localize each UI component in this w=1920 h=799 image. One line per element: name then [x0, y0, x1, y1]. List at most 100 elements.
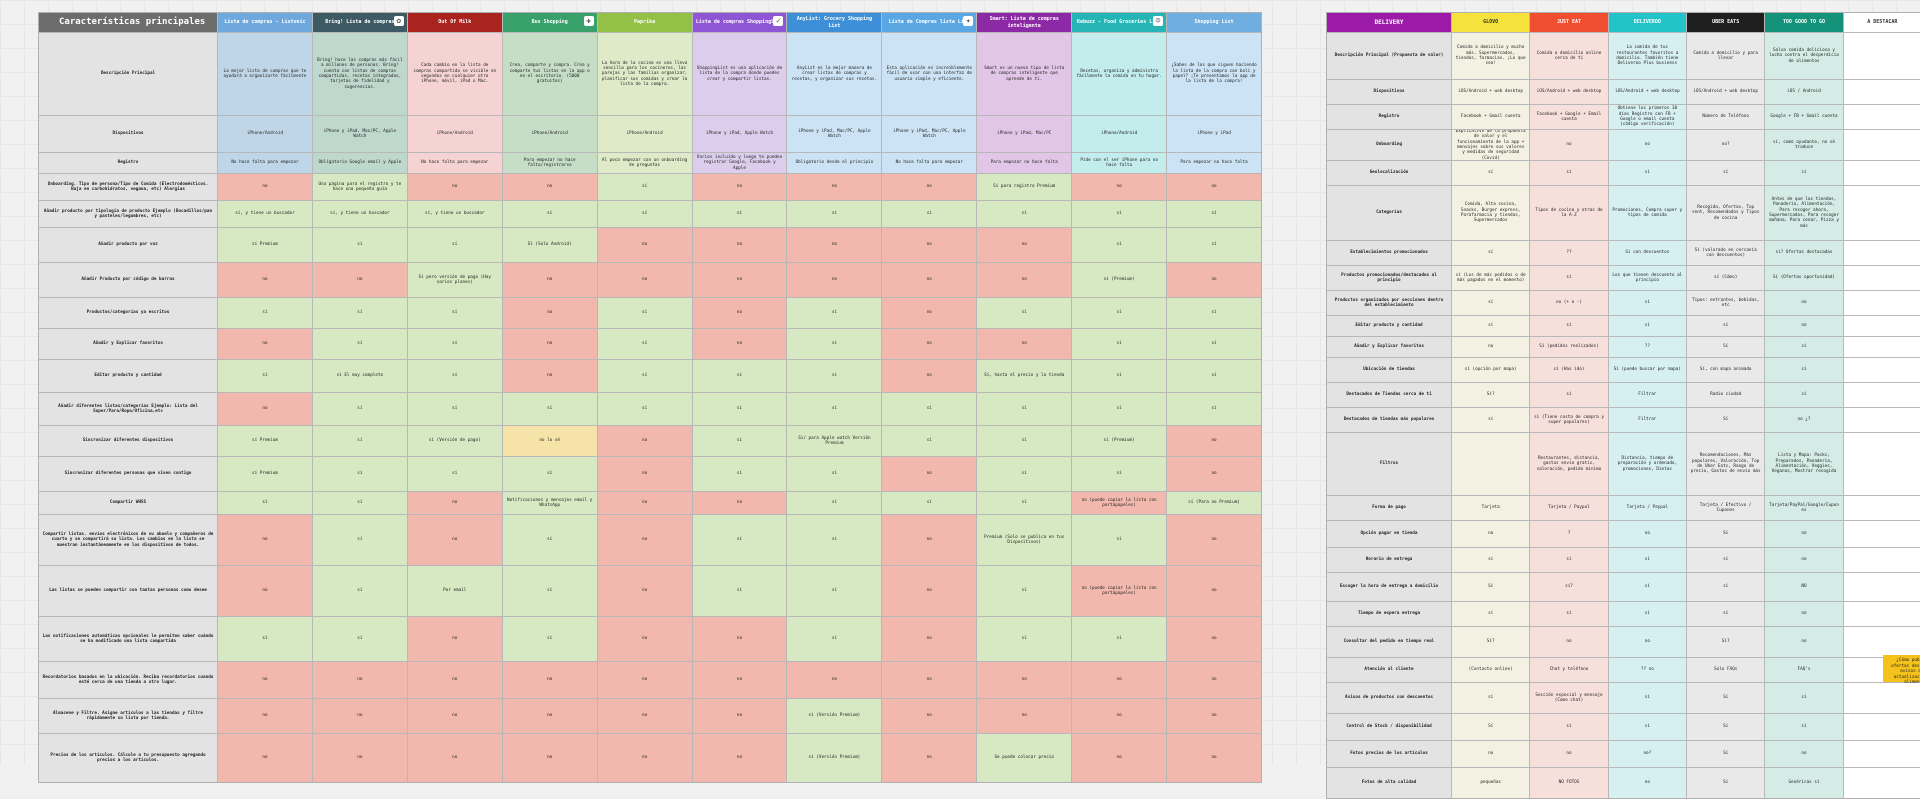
- table-cell: [1452, 433, 1530, 495]
- table-cell: [1843, 383, 1920, 407]
- table-cell: sí: [502, 393, 597, 425]
- table-cell: no: [502, 662, 597, 698]
- table-cell: iOS / Android: [1765, 80, 1843, 104]
- table-cell: no: [502, 734, 597, 782]
- table-cell: sí: [1687, 161, 1765, 185]
- table-cell: Se puede colocar precio: [977, 734, 1072, 782]
- app-header-5[interactable]: Paprika: [597, 13, 692, 32]
- delivery-app-header-3[interactable]: DELIVEROO: [1608, 13, 1686, 32]
- table-cell: sí: [787, 457, 882, 491]
- table-cell: Antes de que las tiendas, Panadería, Ali…: [1765, 186, 1843, 240]
- delivery-app-header-1[interactable]: GLOVO: [1452, 13, 1530, 32]
- row-label: Añadir y Explicar favoritos: [39, 329, 217, 359]
- app-header-2[interactable]: Bring! Lista de compras ✿: [312, 13, 407, 32]
- table-cell: Esta aplicación es increíblemente fácil …: [882, 33, 977, 115]
- row-label: Establecimientos promocionados: [1327, 241, 1451, 265]
- table-cell: sí: [312, 228, 407, 262]
- table-cell: Sí?: [1452, 627, 1530, 657]
- table-cell: no: [312, 263, 407, 297]
- table-cell: iPhone y iPad, Mac/PC: [977, 116, 1072, 152]
- comparison-table-main: Características principales Lista de comp…: [38, 12, 1262, 783]
- row-label: Añadir Producto por código de barras: [39, 263, 217, 297]
- table-cell: Chat y teléfono: [1530, 658, 1608, 682]
- table-cell: no: [218, 662, 312, 698]
- table-cell: Para empezar no hace falta: [977, 153, 1072, 173]
- table-cell: sí (Los de más pedidos o de más pagados …: [1452, 266, 1530, 290]
- table-cell: iOS/Android + web desktop: [1452, 80, 1530, 104]
- row-label: Control de Stock / disponibilidad: [1327, 714, 1451, 740]
- table-cell: no: [407, 734, 502, 782]
- table-cell: no: [692, 263, 787, 297]
- table-cell: sí: [1608, 548, 1686, 572]
- row-label: Fotos precios de los artículos: [1327, 741, 1451, 767]
- table-cell: Sí: [1687, 683, 1765, 713]
- table-cell: Filtrar: [1608, 408, 1686, 432]
- app-header-10[interactable]: Kebuzz - Food Groceries List ☺: [1072, 13, 1167, 32]
- delivery-app-header-5[interactable]: TOO GOOD TO GO: [1765, 13, 1843, 32]
- table-cell: Sí, hasta el precio y la tienda: [977, 360, 1072, 392]
- app-header-9[interactable]: Smart: Lista de compras inteligente: [977, 13, 1072, 32]
- sticky-note[interactable]: ¿Cómo publicamos ofertas descuentos y av…: [1883, 655, 1920, 685]
- app-header-1[interactable]: Lista de compras - Listonic: [218, 13, 312, 32]
- table-cell: sí: [977, 201, 1072, 227]
- row-label: Descripción Principal: [39, 33, 217, 115]
- app-header-11[interactable]: Shopping List: [1167, 13, 1261, 32]
- table-cell: sí: [787, 298, 882, 328]
- table-cell: no: [1167, 263, 1261, 297]
- table-cell: no: [1072, 734, 1167, 782]
- table-cell: Comida a domicilio y mucho más. Supermer…: [1452, 33, 1530, 79]
- table-cell: sí: [1608, 161, 1686, 185]
- app-header-4[interactable]: Bus Shopping ✚: [502, 13, 597, 32]
- table-cell: no: [692, 662, 787, 698]
- table-cell: sí: [692, 360, 787, 392]
- row-label: Categorías: [1327, 186, 1451, 240]
- row-label: Destacados de tiendas más populares: [1327, 408, 1451, 432]
- table-cell: no: [597, 228, 692, 262]
- row-label: Productos organizados por secciones dent…: [1327, 291, 1451, 315]
- table-cell: sí: [1687, 316, 1765, 336]
- table-cell: Solo FAQs: [1687, 658, 1765, 682]
- table-cell: Tipos de cocina y otras de la A-Z: [1530, 186, 1608, 240]
- table-cell: sí: [1167, 329, 1261, 359]
- table-cell: no: [1608, 768, 1686, 798]
- table-cell: [1843, 741, 1920, 767]
- table-cell: no: [502, 329, 597, 359]
- table-cell: no: [692, 174, 787, 200]
- table-cell: sí: [597, 201, 692, 227]
- table-cell: no: [502, 174, 597, 200]
- table-cell: no: [882, 699, 977, 733]
- table-cell: sí: [1530, 602, 1608, 626]
- table-cell: AnyList es la mejor manera de crear list…: [787, 33, 882, 115]
- table-cell: Recomendaciones, Más populares, Valoraci…: [1687, 433, 1765, 495]
- table-cell: no: [218, 393, 312, 425]
- row-label: Destacados de Tiendas cerca de ti: [1327, 383, 1451, 407]
- table-cell: no: [597, 566, 692, 616]
- delivery-app-header-6[interactable]: A DESTACAR: [1843, 13, 1920, 32]
- table-cell: Filtrar: [1608, 383, 1686, 407]
- table-cell: no: [218, 263, 312, 297]
- table-cell: sí: [312, 298, 407, 328]
- table-cell: sí, y tiene un buscador: [407, 201, 502, 227]
- table-cell: no: [597, 617, 692, 661]
- table-cell: sí: [1608, 316, 1686, 336]
- app-header-8[interactable]: Lista de Compras lista Lite ✦: [882, 13, 977, 32]
- table-cell: no: [597, 426, 692, 456]
- table-cell: Lista y Mapa: Packs, Preparados, Panader…: [1765, 433, 1843, 495]
- table-cell: Tipos: entrantes, bebidas, etc: [1687, 291, 1765, 315]
- app-header-3[interactable]: Out Of Milk: [407, 13, 502, 32]
- table-cell: No hace falta para empezar: [882, 153, 977, 173]
- table-cell: ??: [1608, 337, 1686, 357]
- table-cell: Explicativo de la propuesta de valor y e…: [1452, 130, 1530, 160]
- app-header-7[interactable]: AnyList: Grocery Shopping List: [787, 13, 882, 32]
- table-cell: sí: [1167, 298, 1261, 328]
- table-cell: no: [502, 699, 597, 733]
- table-cell: iPhone/Android: [502, 116, 597, 152]
- table-cell: no: [692, 329, 787, 359]
- row-label: Atención al cliente: [1327, 658, 1451, 682]
- delivery-app-header-2[interactable]: JUST EAT: [1530, 13, 1608, 32]
- app-header-6[interactable]: Lista de compras ShoppingList ✓: [692, 13, 787, 32]
- table-cell: no: [597, 515, 692, 565]
- table-cell: [1843, 602, 1920, 626]
- table-cell: no: [312, 662, 407, 698]
- delivery-app-header-4[interactable]: UBER EATS: [1687, 13, 1765, 32]
